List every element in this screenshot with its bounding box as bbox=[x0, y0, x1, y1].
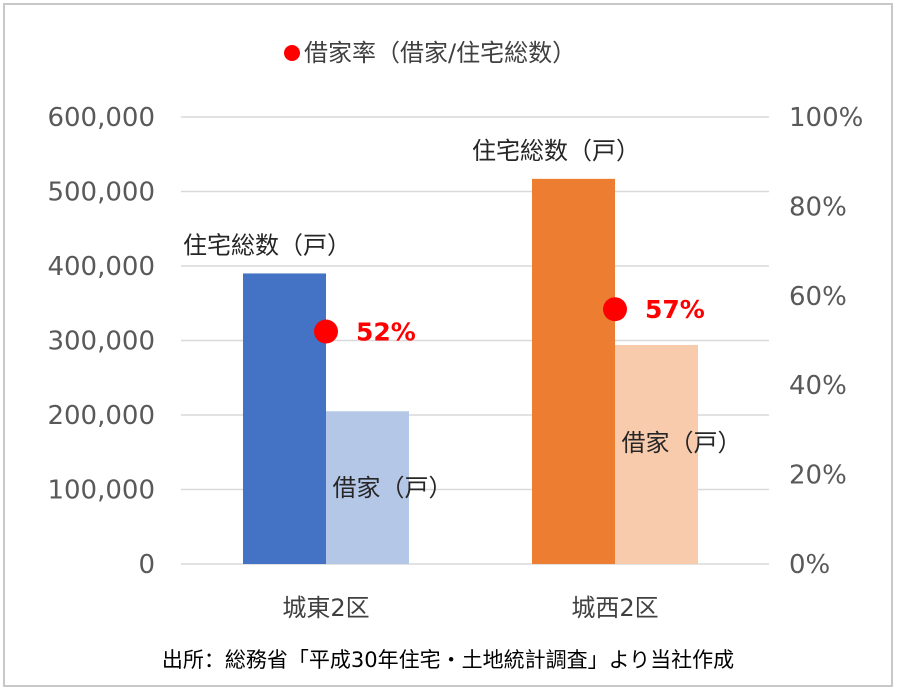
left-tick-label: 200,000 bbox=[47, 401, 155, 431]
left-tick-label: 300,000 bbox=[47, 327, 155, 357]
bar-series-label: 借家（戸） bbox=[333, 474, 453, 502]
rate-label: 57% bbox=[645, 295, 705, 324]
legend-label: 借家率（借家/住宅総数） bbox=[304, 39, 576, 67]
legend-marker bbox=[284, 45, 300, 61]
left-axis-ticks: 600,000 500,000 400,000 300,000 200,000 100,0… bbox=[47, 103, 155, 580]
category-label: 城西2区 bbox=[571, 594, 658, 622]
bar-labels: 住宅総数（戸） 借家（戸） 住宅総数（戸） 借家（戸） bbox=[183, 137, 742, 502]
right-axis-ticks: 100% 80% 60% 40% 20% 0% bbox=[789, 103, 863, 580]
bar-series-label: 住宅総数（戸） bbox=[472, 137, 640, 165]
right-tick-label: 80% bbox=[789, 192, 847, 222]
left-tick-label: 400,000 bbox=[47, 252, 155, 282]
bars bbox=[243, 178, 698, 564]
bar-rental-1 bbox=[615, 344, 698, 564]
rate-point-0 bbox=[314, 319, 338, 344]
bar-rental-0 bbox=[326, 411, 409, 564]
bar-series-label: 借家（戸） bbox=[622, 429, 742, 457]
rate-point-1 bbox=[603, 297, 627, 322]
bar-series-label: 住宅総数（戸） bbox=[183, 231, 351, 259]
rate-points: 52% 57% bbox=[314, 295, 705, 347]
left-tick-label: 600,000 bbox=[47, 103, 155, 133]
right-tick-label: 20% bbox=[789, 461, 847, 491]
rate-label: 52% bbox=[356, 318, 416, 347]
chart: 借家率（借家/住宅総数） 600,000 500,000 400,000 300,00… bbox=[47, 39, 863, 672]
bar-total-1 bbox=[532, 178, 615, 564]
source-note: 出所：総務省「平成30年住宅・土地統計調査」より当社作成 bbox=[162, 648, 734, 672]
left-tick-label: 500,000 bbox=[47, 178, 155, 208]
right-tick-label: 60% bbox=[789, 282, 847, 312]
left-tick-label: 100,000 bbox=[47, 476, 155, 506]
left-tick-label: 0 bbox=[138, 550, 155, 580]
category-labels: 城東2区 城西2区 bbox=[282, 594, 658, 622]
right-tick-label: 40% bbox=[789, 371, 847, 401]
right-tick-label: 0% bbox=[789, 550, 830, 580]
chart-frame: 借家率（借家/住宅総数） 600,000 500,000 400,000 300,00… bbox=[3, 3, 893, 687]
bar-total-0 bbox=[243, 273, 326, 564]
right-tick-label: 100% bbox=[789, 103, 863, 133]
category-label: 城東2区 bbox=[282, 594, 369, 622]
